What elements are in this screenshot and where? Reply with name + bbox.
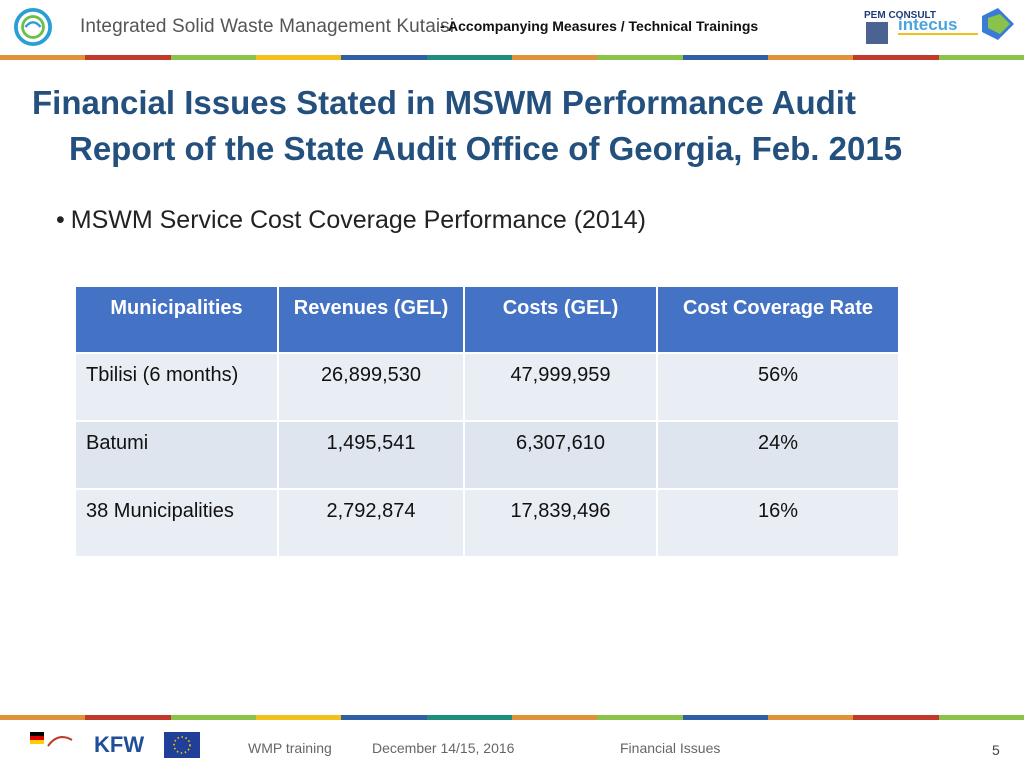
table-cell: 6,307,610 <box>464 421 658 490</box>
table-header-row: Municipalities Revenues (GEL) Costs (GEL… <box>76 287 900 354</box>
col-header: Costs (GEL) <box>464 287 658 354</box>
table-row: Tbilisi (6 months) 26,899,530 47,999,959… <box>76 353 900 422</box>
stripe-segment <box>255 55 342 60</box>
eu-flag-icon <box>164 732 200 758</box>
stripe-segment <box>170 55 256 60</box>
stripe-segment <box>426 55 512 60</box>
stripe-segment <box>255 715 342 720</box>
cost-coverage-table: Municipalities Revenues (GEL) Costs (GEL… <box>76 287 900 558</box>
stripe-segment <box>0 55 86 60</box>
stripe-segment <box>682 715 768 720</box>
stripe-segment <box>597 55 683 60</box>
header-subtitle: - Accompanying Measures / Technical Trai… <box>440 18 759 34</box>
footer-training: WMP training <box>248 740 332 756</box>
kfw-logo: KFW <box>94 732 144 757</box>
table-cell: 38 Municipalities <box>76 489 279 558</box>
table-row: 38 Municipalities 2,792,874 17,839,496 1… <box>76 489 900 558</box>
col-header: Cost Coverage Rate <box>657 287 900 354</box>
stripe-segment <box>0 715 86 720</box>
footer-date: December 14/15, 2016 <box>372 740 515 756</box>
header-stripe <box>0 55 1024 60</box>
bullet-icon: • <box>56 206 65 234</box>
table-cell: 17,839,496 <box>464 489 658 558</box>
slide-title: Financial Issues Stated in MSWM Performa… <box>32 80 992 172</box>
stripe-segment <box>938 55 1024 60</box>
stripe-segment <box>170 715 256 720</box>
footer-logos: KFW <box>30 732 200 758</box>
table-cell: 26,899,530 <box>278 353 465 422</box>
stripe-segment <box>597 715 683 720</box>
table-cell: 16% <box>657 489 900 558</box>
footer-stripe <box>0 715 1024 720</box>
header: Integrated Solid Waste Management Kutais… <box>0 0 1024 56</box>
header-title: Integrated Solid Waste Management Kutais… <box>80 16 455 37</box>
table-cell: 2,792,874 <box>278 489 465 558</box>
stripe-segment <box>767 55 854 60</box>
stripe-segment <box>682 55 768 60</box>
project-logo-icon <box>14 8 52 46</box>
table-cell: Tbilisi (6 months) <box>76 353 279 422</box>
stripe-segment <box>426 715 512 720</box>
table-cell: 1,495,541 <box>278 421 465 490</box>
table-cell: 56% <box>657 353 900 422</box>
stripe-segment <box>511 715 598 720</box>
col-header: Municipalities <box>76 287 279 354</box>
stripe-segment <box>85 55 171 60</box>
table-cell: Batumi <box>76 421 279 490</box>
pem-logo-text: PEM CONSULT <box>864 10 936 21</box>
slide-title-line2: Report of the State Audit Office of Geor… <box>69 130 903 167</box>
col-header: Revenues (GEL) <box>278 287 465 354</box>
table-cell: 47,999,959 <box>464 353 658 422</box>
intecus-logo-text: intecus <box>898 15 958 34</box>
stripe-segment <box>853 715 939 720</box>
stripe-segment <box>85 715 171 720</box>
stripe-segment <box>853 55 939 60</box>
bullet-item: • MSWM Service Cost Coverage Performance … <box>56 206 646 235</box>
footer-topic: Financial Issues <box>620 740 721 756</box>
stripe-segment <box>511 55 598 60</box>
table-row: Batumi 1,495,541 6,307,610 24% <box>76 421 900 490</box>
table-cell: 24% <box>657 421 900 490</box>
slide-title-line1: Financial Issues Stated in MSWM Performa… <box>32 84 856 121</box>
page-number: 5 <box>992 742 1000 758</box>
bullet-text: MSWM Service Cost Coverage Performance (… <box>70 206 646 234</box>
stripe-segment <box>938 715 1024 720</box>
stripe-segment <box>341 55 427 60</box>
german-cooperation-logo-icon <box>30 732 73 747</box>
stripe-segment <box>767 715 854 720</box>
stripe-segment <box>341 715 427 720</box>
partner-logos: PEM CONSULT intecus <box>864 8 1014 44</box>
